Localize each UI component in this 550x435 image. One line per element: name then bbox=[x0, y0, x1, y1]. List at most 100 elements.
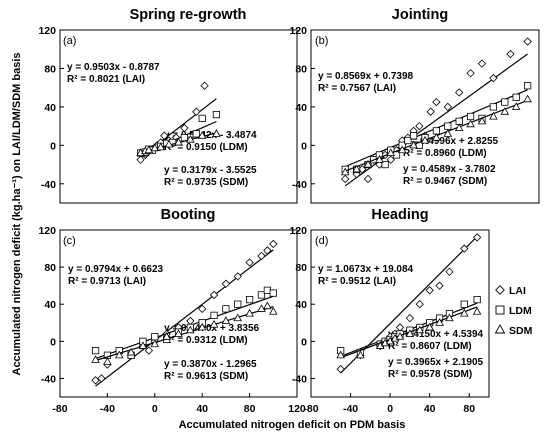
plot-area bbox=[59, 29, 298, 204]
point-ldm bbox=[404, 136, 412, 145]
point-sdm bbox=[425, 322, 434, 331]
panel-label: (c) bbox=[63, 235, 76, 247]
point-ldm bbox=[501, 98, 509, 106]
point-sdm bbox=[212, 129, 221, 137]
point-sdm bbox=[477, 116, 487, 125]
point-sdm bbox=[500, 107, 510, 115]
point-lai bbox=[221, 279, 231, 288]
equation-ldm: y = 0.5442x - 3.4874 R² = 0.9150 (LDM) bbox=[164, 130, 257, 153]
point-ldm bbox=[234, 300, 242, 308]
data-marks bbox=[136, 81, 221, 164]
y-tick-label: -40 bbox=[41, 373, 56, 385]
plot-area bbox=[310, 29, 540, 204]
point-sdm bbox=[197, 131, 207, 139]
y-tick-label: -40 bbox=[292, 179, 307, 191]
plot-area bbox=[310, 229, 490, 398]
y-tick-label: 40 bbox=[295, 102, 307, 114]
panel-a: Spring re-growth (a) y = 0.9503x - 0.878… bbox=[38, 7, 298, 204]
equation-sdm: y = 0.3870x - 1.2965 R² = 0.9613 (SDM) bbox=[164, 359, 257, 382]
point-sdm bbox=[363, 159, 373, 168]
point-ldm bbox=[512, 93, 520, 101]
legend-label: LAI bbox=[509, 285, 526, 297]
point-sdm bbox=[103, 357, 112, 365]
panel-title: Jointing bbox=[392, 7, 448, 23]
point-lai bbox=[466, 69, 475, 78]
x-tick-label: 80 bbox=[244, 403, 256, 415]
point-lai bbox=[426, 107, 435, 116]
point-sdm bbox=[409, 140, 418, 149]
point-lai bbox=[415, 121, 424, 131]
point-lai bbox=[257, 251, 266, 261]
y-tick-label: 80 bbox=[44, 63, 56, 75]
point-ldm bbox=[245, 295, 254, 304]
point-lai bbox=[97, 374, 106, 383]
point-lai bbox=[263, 246, 272, 255]
legend-label: SDM bbox=[509, 325, 533, 337]
point-sdm bbox=[459, 308, 469, 317]
point-sdm bbox=[156, 142, 166, 151]
legend-item-ldm: LDM bbox=[495, 305, 532, 317]
point-sdm bbox=[174, 329, 183, 337]
point-ldm bbox=[212, 110, 221, 119]
equation-ldm: y = 0.4470x + 3.8356 R² = 0.9312 (LDM) bbox=[164, 323, 260, 346]
point-sdm bbox=[489, 111, 498, 120]
equation-lai: y = 1.0673x + 19.084 R² = 0.9512 (LAI) bbox=[318, 264, 414, 287]
point-sdm bbox=[397, 145, 407, 154]
point-ldm bbox=[263, 286, 271, 294]
point-sdm bbox=[150, 143, 160, 152]
point-lai bbox=[455, 88, 464, 97]
point-lai bbox=[180, 123, 189, 133]
y-axis-label: Accumulated nitrogen deficit (kg.ha⁻¹) o… bbox=[11, 53, 23, 376]
y-tick-label: 120 bbox=[289, 225, 307, 237]
point-lai bbox=[425, 286, 434, 295]
point-sdm bbox=[245, 308, 254, 317]
x-tick-label: 40 bbox=[196, 403, 208, 415]
point-sdm bbox=[91, 355, 100, 363]
x-tick-label: -80 bbox=[303, 403, 318, 415]
panel-d: Heading (d) y = 1.0673x + 19.084 R² = 0.9… bbox=[289, 207, 490, 415]
x-tick-label: -40 bbox=[100, 403, 115, 415]
x-tick-label: 0 bbox=[387, 403, 393, 415]
y-tick-label: -40 bbox=[41, 179, 56, 191]
point-lai bbox=[405, 313, 415, 323]
x-tick-label: 80 bbox=[463, 403, 475, 415]
y-tick-label: 40 bbox=[44, 299, 56, 311]
data-marks bbox=[340, 37, 532, 187]
point-lai bbox=[472, 233, 482, 242]
y-tick-label: 120 bbox=[38, 25, 56, 37]
point-lai bbox=[435, 281, 444, 290]
point-sdm bbox=[221, 316, 231, 324]
y-tick-label: 120 bbox=[38, 225, 56, 237]
point-sdm bbox=[150, 339, 160, 348]
point-lai bbox=[336, 365, 345, 374]
point-sdm bbox=[114, 350, 124, 359]
point-ldm bbox=[180, 134, 189, 142]
x-tick-label: -80 bbox=[52, 403, 67, 415]
panel-c: Booting (c) y = 0.9794x + 0.6623 R² = 0.9… bbox=[38, 207, 305, 415]
point-sdm bbox=[511, 102, 521, 110]
equation-sdm: y = 0.3179x - 3.5525 R² = 0.9735 (SDM) bbox=[164, 165, 257, 188]
equation-ldm: y = 0.4996x + 2.8255 R² = 0.8960 (LDM) bbox=[403, 136, 499, 159]
point-sdm bbox=[126, 347, 136, 356]
point-sdm bbox=[454, 123, 464, 132]
panel-label: (a) bbox=[63, 35, 76, 47]
point-sdm bbox=[523, 94, 532, 103]
point-lai bbox=[136, 155, 145, 164]
point-sdm bbox=[356, 350, 365, 359]
point-sdm bbox=[186, 325, 195, 334]
equation-lai: y = 0.8569x + 0.7398 R² = 0.7567 (LAI) bbox=[318, 71, 414, 94]
fit-line-lai bbox=[344, 53, 528, 187]
point-sdm bbox=[186, 134, 195, 143]
point-lai bbox=[192, 107, 201, 116]
point-ldm bbox=[210, 311, 218, 319]
triangle-marker-icon bbox=[494, 324, 506, 334]
x-tick-label: 0 bbox=[152, 403, 158, 415]
legend: LAI LDM SDM bbox=[494, 285, 533, 337]
legend-item-sdm: SDM bbox=[494, 324, 533, 337]
point-sdm bbox=[432, 133, 441, 141]
panel-title: Booting bbox=[161, 207, 216, 223]
point-sdm bbox=[233, 313, 243, 322]
y-tick-label: 80 bbox=[295, 262, 307, 274]
